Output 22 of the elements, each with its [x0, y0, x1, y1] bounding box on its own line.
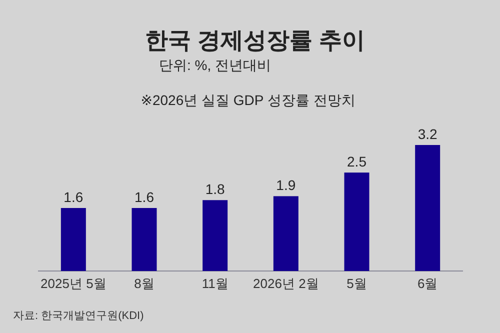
data-label: 2.5 [347, 154, 367, 170]
x-tick-label: 5월 [346, 276, 367, 291]
chart-title: 한국 경제성장률 추이 [145, 27, 365, 53]
text: ※2026년 실질 GDP 성장률 전망치 [140, 92, 356, 108]
data-label: 1.6 [64, 189, 84, 205]
x-tick-label: 2025년 5월 [40, 276, 106, 291]
x-tick-label: 8월 [134, 276, 154, 291]
bar [132, 208, 157, 271]
data-label: 1.9 [276, 177, 296, 194]
bar [60, 208, 86, 271]
bar [415, 145, 440, 271]
bar [202, 200, 228, 271]
bar [344, 172, 370, 271]
data-label: 3.2 [418, 126, 438, 142]
x-tick-label: 6월 [417, 276, 438, 291]
bar [273, 196, 298, 271]
x-tick-label: 2026년 2월 [253, 276, 319, 291]
chart-subtitle: 단위: %, 전년대비 [159, 57, 272, 73]
data-label: 1.6 [134, 189, 154, 205]
text: 자료: 한국개발연구원(KDI) [13, 310, 144, 322]
data-label: 1.8 [205, 181, 226, 198]
x-tick-label: 11월 [202, 276, 228, 291]
